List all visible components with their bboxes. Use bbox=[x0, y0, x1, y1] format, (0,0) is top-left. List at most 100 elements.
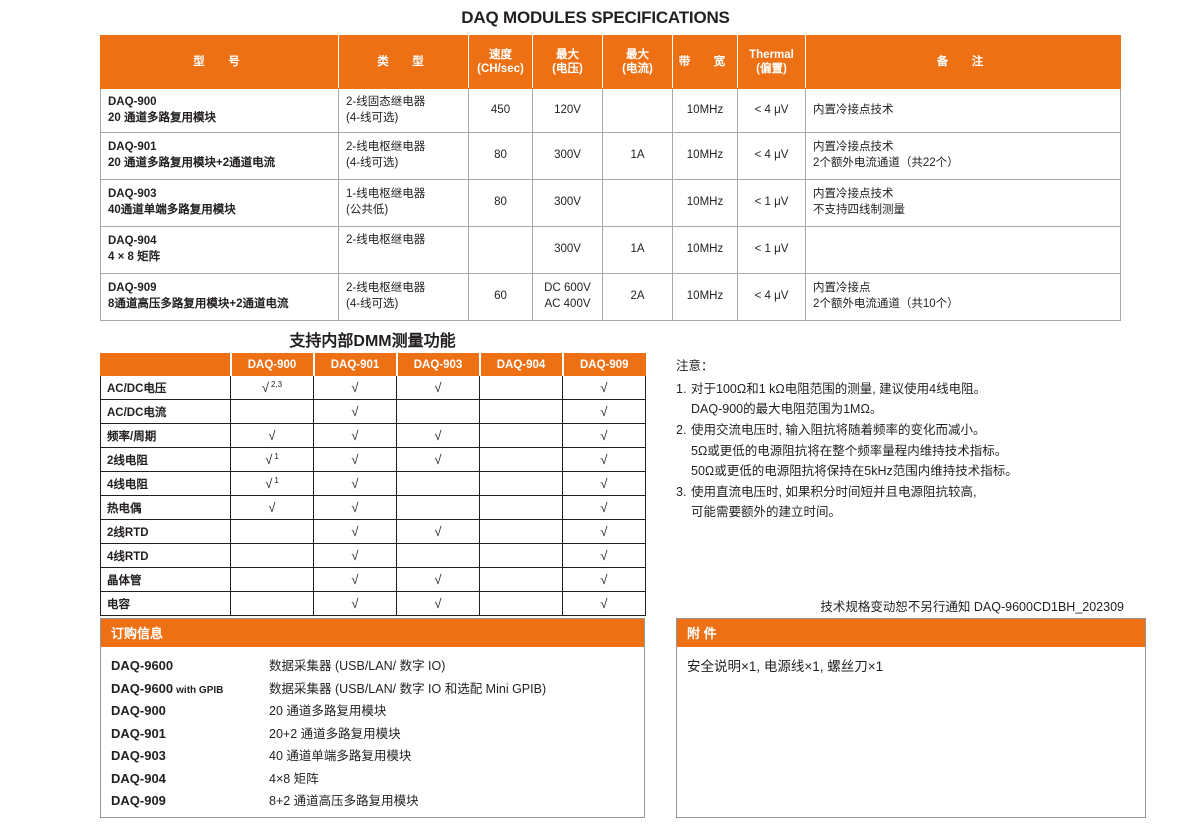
dmm-function-label: 4线RTD bbox=[100, 543, 231, 568]
note-3-line-2: 可能需要额外的建立时间。 bbox=[691, 505, 842, 520]
spec-col-type-l1: 类 型 bbox=[377, 55, 430, 68]
check-icon: √ bbox=[434, 524, 442, 539]
dmm-supported-cell: √ bbox=[313, 543, 397, 568]
check-icon: √ bbox=[600, 596, 608, 611]
spec-col-max-current: 最大 (电流) bbox=[602, 35, 673, 89]
dmm-supported-cell: √ bbox=[313, 519, 397, 544]
spec-cell-max-voltage: 120V bbox=[532, 88, 603, 133]
spec-table: 型 号 类 型 速度 (CH/sec) 最大 (电压) 最大 (电流) bbox=[100, 35, 1121, 321]
model-desc: 20 通道多路复用模块+2通道电流 bbox=[108, 157, 276, 169]
model-id: DAQ-900 bbox=[108, 95, 157, 108]
spec-cell-max-voltage: 300V bbox=[532, 132, 603, 180]
check-icon: √ bbox=[434, 596, 442, 611]
dmm-supported-cell: √ bbox=[313, 423, 397, 448]
spec-cell-model: DAQ-901 20 通道多路复用模块+2通道电流 bbox=[100, 132, 339, 180]
dmm-unsupported-cell bbox=[479, 567, 563, 592]
order-model: DAQ-900 bbox=[111, 703, 269, 718]
dmm-supported-cell: √ 1 bbox=[230, 447, 314, 472]
dmm-function-label: AC/DC电流 bbox=[100, 399, 231, 424]
type-line2: (4-线可选) bbox=[346, 157, 399, 169]
dmm-function-label: 电容 bbox=[100, 591, 231, 616]
spec-cell-model: DAQ-900 20 通道多路复用模块 bbox=[100, 88, 339, 133]
dmm-table: DAQ-900 DAQ-901 DAQ-903 DAQ-904 DAQ-909 … bbox=[100, 353, 646, 616]
type-line2: (4-线可选) bbox=[346, 111, 399, 124]
spec-cell-type: 2-线电枢继电器 (4-线可选) bbox=[338, 132, 469, 180]
ordering-information-list: DAQ-9600 数据采集器 (USB/LAN/ 数字 IO) DAQ-9600 wi… bbox=[111, 655, 634, 813]
dmm-supported-cell: √ bbox=[562, 543, 646, 568]
spec-table-body: DAQ-900 20 通道多路复用模块 2-线固态继电器 (4-线可选) 450… bbox=[100, 88, 1121, 321]
list-item: DAQ-903 40 通道单端多路复用模块 bbox=[111, 745, 634, 768]
note-1: 1. 对于100Ω和1 kΩ电阻范围的测量, 建议使用4线电阻。 DAQ-900… bbox=[676, 379, 1146, 420]
check-icon: √ bbox=[351, 548, 359, 563]
dmm-supported-cell: √ bbox=[313, 495, 397, 520]
spec-col-max-current-l2: (电流) bbox=[622, 63, 653, 75]
order-model-id: DAQ-900 bbox=[111, 703, 166, 718]
spec-col-max-current-l1: 最大 bbox=[626, 48, 649, 61]
order-description: 数据采集器 (USB/LAN/ 数字 IO 和选配 Mini GPIB) bbox=[269, 681, 547, 696]
dmm-supported-cell: √ bbox=[562, 375, 646, 400]
order-model: DAQ-904 bbox=[111, 771, 269, 786]
order-model: DAQ-901 bbox=[111, 726, 269, 741]
dmm-supported-cell: √ bbox=[396, 519, 480, 544]
ordering-information-heading: 订购信息 bbox=[101, 619, 644, 647]
dmm-table-container: DAQ-900 DAQ-901 DAQ-903 DAQ-904 DAQ-909 … bbox=[100, 353, 646, 616]
table-row: DAQ-904 4 × 8 矩阵 2-线电枢继电器 300V 1A 10MHz … bbox=[100, 226, 1121, 274]
remark-line2: 2个额外电流通道（共10个） bbox=[813, 298, 959, 310]
remark-line2: 2个额外电流通道（共22个） bbox=[813, 157, 959, 169]
dmm-supported-cell: √ bbox=[562, 471, 646, 496]
spec-col-thermal: Thermal (偏置) bbox=[737, 35, 806, 89]
dmm-unsupported-cell bbox=[479, 471, 563, 496]
accessory-panel: 附 件 安全说明×1, 电源线×1, 螺丝刀×1 bbox=[676, 618, 1146, 818]
order-model-id: DAQ-9600 bbox=[111, 680, 174, 696]
dmm-unsupported-cell bbox=[230, 591, 314, 616]
order-model-id: DAQ-9600 bbox=[111, 658, 174, 673]
table-row: 电容 √ √ √ bbox=[100, 591, 646, 616]
dmm-unsupported-cell bbox=[479, 543, 563, 568]
check-icon: √ bbox=[434, 380, 442, 395]
remark-line1: 内置冷接点 bbox=[813, 282, 871, 295]
order-description: 数据采集器 (USB/LAN/ 数字 IO) bbox=[269, 659, 446, 673]
spec-cell-thermal: < 4 μV bbox=[737, 132, 806, 180]
spec-cell-type: 2-线固态继电器 (4-线可选) bbox=[338, 88, 469, 133]
type-line2: (公共低) bbox=[346, 204, 389, 216]
dmm-function-label: 2线RTD bbox=[100, 519, 231, 544]
spec-cell-thermal: < 4 μV bbox=[737, 273, 806, 321]
check-icon: √ bbox=[600, 452, 608, 467]
list-item: DAQ-901 20+2 通道多路复用模块 bbox=[111, 723, 634, 746]
table-row: 4线RTD √ √ bbox=[100, 543, 646, 568]
accessory-text: 安全说明×1, 电源线×1, 螺丝刀×1 bbox=[687, 659, 884, 674]
dmm-supported-cell: √ bbox=[562, 495, 646, 520]
remark-line1: 内置冷接点技术 bbox=[813, 141, 894, 154]
spec-cell-remark: 内置冷接点技术 bbox=[805, 88, 1121, 133]
list-item: DAQ-9600 数据采集器 (USB/LAN/ 数字 IO) bbox=[111, 655, 634, 678]
note-3-number: 3. bbox=[676, 484, 687, 499]
model-id: DAQ-904 bbox=[108, 235, 157, 248]
check-icon: √ bbox=[265, 476, 273, 491]
spec-header-row: 型 号 类 型 速度 (CH/sec) 最大 (电压) 最大 (电流) bbox=[100, 35, 1121, 89]
spec-col-max-voltage: 最大 (电压) bbox=[532, 35, 603, 89]
remark-line2: 不支持四线制测量 bbox=[813, 204, 905, 216]
model-id: DAQ-903 bbox=[108, 188, 157, 201]
check-icon: √ bbox=[351, 452, 359, 467]
check-icon: √ bbox=[600, 476, 608, 491]
note-2: 2. 使用交流电压时, 输入阻抗将随着频率的变化而减小。 5Ω或更低的电源阻抗将… bbox=[676, 420, 1146, 482]
spec-cell-speed: 80 bbox=[468, 132, 533, 180]
spec-cell-model: DAQ-903 40通道单端多路复用模块 bbox=[100, 179, 339, 227]
check-icon: √ bbox=[351, 428, 359, 443]
type-line1: 1-线电枢继电器 bbox=[346, 188, 426, 201]
dmm-supported-cell: √ bbox=[562, 567, 646, 592]
ordering-information-panel: 订购信息 DAQ-9600 数据采集器 (USB/LAN/ 数字 IO) DAQ-9… bbox=[100, 618, 645, 818]
order-model-id: DAQ-909 bbox=[111, 793, 166, 808]
spec-col-thermal-l1: Thermal bbox=[749, 48, 794, 61]
order-model-id: DAQ-901 bbox=[111, 725, 166, 741]
table-row: DAQ-901 20 通道多路复用模块+2通道电流 2-线电枢继电器 (4-线可… bbox=[100, 132, 1121, 180]
dmm-table-head: DAQ-900 DAQ-901 DAQ-903 DAQ-904 DAQ-909 bbox=[100, 353, 646, 376]
dmm-col-daq-901: DAQ-901 bbox=[313, 353, 398, 376]
table-row: AC/DC电压 √ 2,3 √ √ √ bbox=[100, 375, 646, 400]
check-icon: √ bbox=[268, 428, 276, 443]
spec-cell-speed: 60 bbox=[468, 273, 533, 321]
order-model: DAQ-9600 bbox=[111, 658, 269, 673]
note-1-number: 1. bbox=[676, 381, 687, 396]
spec-cell-type: 1-线电枢继电器 (公共低) bbox=[338, 179, 469, 227]
dmm-unsupported-cell bbox=[479, 447, 563, 472]
